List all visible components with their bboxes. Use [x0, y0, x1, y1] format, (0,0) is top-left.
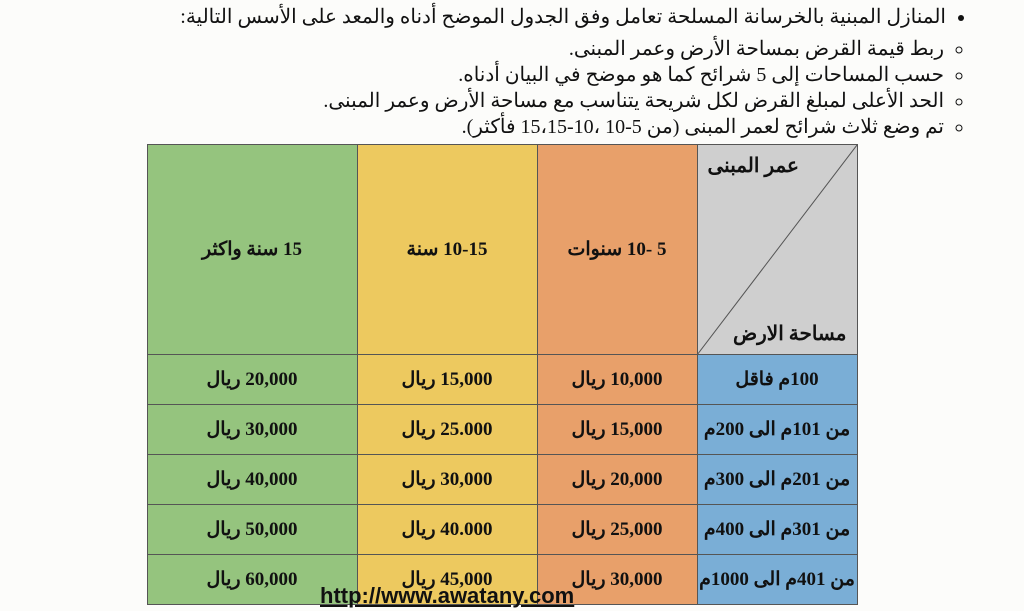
cell-0-2: 20,000 ريال	[147, 355, 357, 405]
diagonal-header: عمر المبنى مساحة الارض	[697, 145, 857, 355]
cell-3-0: 25,000 ريال	[537, 505, 697, 555]
cell-2-2: 40,000 ريال	[147, 455, 357, 505]
area-row-4: من 401م الى 1000م	[697, 555, 857, 605]
footer-link[interactable]: http://www.awatany.com	[320, 583, 574, 609]
cell-1-1: 25.000 ريال	[357, 405, 537, 455]
area-row-1: من 101م الى 200م	[697, 405, 857, 455]
diag-bottom-label: مساحة الارض	[733, 321, 847, 346]
sub-bullet-2: الحد الأعلى لمبلغ القرض لكل شريحة يتناسب…	[30, 88, 944, 114]
cell-0-1: 15,000 ريال	[357, 355, 537, 405]
cell-0-0: 10,000 ريال	[537, 355, 697, 405]
cell-1-2: 30,000 ريال	[147, 405, 357, 455]
main-bullet: المنازل المبنية بالخرسانة المسلحة تعامل …	[30, 4, 946, 30]
area-row-3: من 301م الى 400م	[697, 505, 857, 555]
loan-table: عمر المبنى مساحة الارض 5 -10 سنوات 10-15…	[147, 144, 858, 605]
age-header-1: 10-15 سنة	[357, 145, 537, 355]
cell-3-2: 50,000 ريال	[147, 505, 357, 555]
diag-top-label: عمر المبنى	[708, 153, 799, 178]
cell-1-0: 15,000 ريال	[537, 405, 697, 455]
area-row-0: 100م فاقل	[697, 355, 857, 405]
age-header-0: 5 -10 سنوات	[537, 145, 697, 355]
age-header-2: 15 سنة واكثر	[147, 145, 357, 355]
sub-bullet-3: تم وضع ثلاث شرائح لعمر المبنى (من 5-10 ،…	[30, 114, 944, 140]
sub-bullet-1: حسب المساحات إلى 5 شرائح كما هو موضح في …	[30, 62, 944, 88]
area-row-2: من 201م الى 300م	[697, 455, 857, 505]
sub-bullet-0: ربط قيمة القرض بمساحة الأرض وعمر المبنى.	[30, 36, 944, 62]
cell-3-1: 40.000 ريال	[357, 505, 537, 555]
cell-2-1: 30,000 ريال	[357, 455, 537, 505]
cell-2-0: 20,000 ريال	[537, 455, 697, 505]
